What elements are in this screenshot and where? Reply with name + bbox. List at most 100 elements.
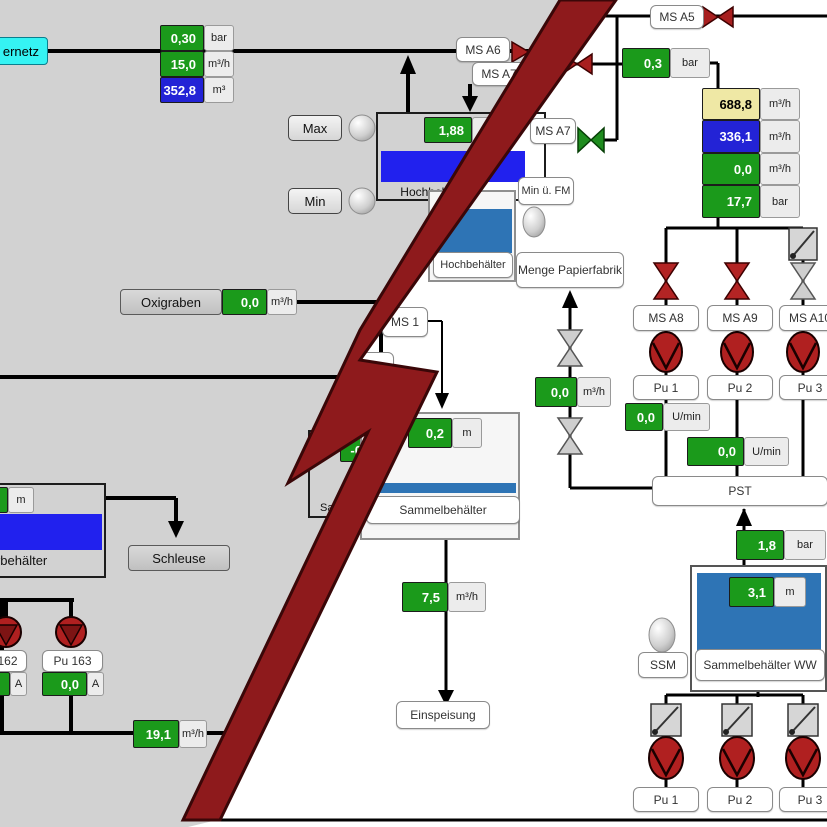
measurement-value: 336,1 bbox=[702, 120, 760, 153]
ww-tank-level-unit: m bbox=[774, 577, 806, 607]
slide-gate-icons[interactable] bbox=[650, 227, 819, 737]
pump-pu2-icon bbox=[720, 331, 754, 373]
ssm-label: SSM bbox=[638, 652, 688, 678]
pump-ww-pu2-icon bbox=[719, 736, 755, 780]
oxigraben-button[interactable]: Oxigraben bbox=[120, 289, 222, 315]
valve-inlet-icon[interactable] bbox=[561, 52, 593, 76]
pump-pu1-label[interactable]: Pu 1 bbox=[633, 375, 699, 400]
valve-ms-a8-label[interactable]: MS A8 bbox=[633, 305, 699, 331]
papierfabrik-button[interactable]: Menge Papierfabrik bbox=[516, 252, 624, 288]
pump-speed-unit: U/min bbox=[744, 437, 789, 466]
pump-ww-pu3-icon bbox=[785, 736, 821, 780]
pump-speed-value: 0,0 bbox=[625, 403, 663, 431]
outflow-value: 19,1 bbox=[133, 720, 179, 748]
pump-pu163-current-unit: A bbox=[87, 672, 104, 696]
feed-flow-unit: m³/h bbox=[204, 51, 234, 77]
sammelbehaelter-white-fill bbox=[364, 483, 516, 493]
down-arrow-icon bbox=[168, 521, 184, 538]
valve-ms-a7-green-icon[interactable] bbox=[577, 126, 605, 154]
valve-ms-a7-label[interactable]: MS A7 bbox=[472, 62, 526, 86]
valve-ms-a10-icon[interactable] bbox=[789, 262, 817, 300]
pump-speed-unit: U/min bbox=[663, 403, 710, 431]
valve-ms-a7-white-label[interactable]: MS A7 bbox=[530, 118, 576, 144]
pump-ww-pu1-icon bbox=[648, 736, 684, 780]
slide-gate-pu3-icon bbox=[787, 703, 819, 737]
ww-tank-level-value: 3,1 bbox=[729, 577, 774, 607]
measurement-unit: m³/h bbox=[760, 153, 800, 185]
feed-flow-value: 15,0 bbox=[160, 51, 204, 77]
min-button[interactable]: Min bbox=[288, 188, 342, 214]
pump-pu163-label[interactable]: Pu 163 bbox=[42, 650, 103, 672]
pump-pu162-icon bbox=[0, 616, 22, 648]
measurement-unit: bar bbox=[760, 185, 800, 218]
schleuse-button[interactable]: Schleuse bbox=[128, 545, 230, 571]
valve-ms-a8-icon[interactable] bbox=[652, 262, 680, 300]
pump-pu162-label[interactable]: Pu 162 bbox=[0, 650, 27, 672]
valve-ms-a9-label[interactable]: MS A9 bbox=[707, 305, 773, 331]
valve-ms-a9-icon[interactable] bbox=[723, 262, 751, 300]
up-arrow-icon bbox=[736, 508, 752, 526]
sammelbehaelter-level-value: 0,2 bbox=[408, 418, 452, 448]
valve-ms-a6-label[interactable]: MS A6 bbox=[456, 37, 510, 62]
pump-ww-pu2-label[interactable]: Pu 2 bbox=[707, 787, 773, 812]
inlet-pressure-unit: bar bbox=[670, 48, 710, 78]
valve-ms-a10-label[interactable]: MS A10 bbox=[779, 305, 827, 331]
min-fm-label: Min ü. FM bbox=[518, 177, 574, 205]
pump-icons-left[interactable] bbox=[0, 616, 87, 648]
feed-volume-value: 352,8 bbox=[160, 77, 204, 103]
hochbehaelter-level-fill bbox=[381, 151, 525, 182]
slide-gate-pu1-icon bbox=[650, 703, 682, 737]
measurement-value: 17,7 bbox=[702, 185, 760, 218]
pump-ww-pu3-label[interactable]: Pu 3 bbox=[779, 787, 827, 812]
pump-pu163-icon bbox=[55, 616, 87, 648]
sammelbehaelter-level-unit: m bbox=[452, 418, 482, 448]
pump-pu1-icon bbox=[649, 331, 683, 373]
slide-gate-a10-icon bbox=[788, 227, 818, 261]
einspeisung-flow-unit: m³/h bbox=[448, 582, 486, 612]
pump-icons-bottom[interactable] bbox=[648, 736, 821, 780]
valve-papierfabrik-lower-icon[interactable] bbox=[556, 417, 584, 455]
up-arrow-icon bbox=[562, 290, 578, 308]
einspeisung-flow-value: 7,5 bbox=[402, 582, 448, 612]
measurement-unit: m³/h bbox=[760, 120, 800, 153]
pump-pu3-icon bbox=[786, 331, 820, 373]
hidden-box bbox=[354, 352, 394, 398]
valve-papierfabrik-upper-icon[interactable] bbox=[556, 329, 584, 367]
oxigraben-flow-unit: m³/h bbox=[267, 289, 297, 315]
valve-ms-a5-icon[interactable] bbox=[702, 5, 734, 29]
feed-pressure-unit: bar bbox=[204, 25, 234, 51]
slide-gate-pu2-icon bbox=[721, 703, 753, 737]
measurement-value: 0,0 bbox=[702, 153, 760, 185]
pump-icons-top[interactable] bbox=[649, 331, 820, 373]
pump-pu3-label[interactable]: Pu 3 bbox=[779, 375, 827, 400]
sammelbehaelter-white-label: Sammelbehälter bbox=[366, 496, 520, 524]
outflow-unit: m³/h bbox=[179, 720, 207, 748]
min-lamp-icon bbox=[348, 187, 376, 215]
pst-pressure-value: 1,8 bbox=[736, 530, 784, 560]
pst-button[interactable]: PST bbox=[652, 476, 827, 506]
feed-pressure-value: 0,30 bbox=[160, 25, 204, 51]
min-fm-lamp-icon bbox=[522, 206, 546, 238]
pump-pu162-current-value bbox=[0, 672, 10, 696]
sauberwasser-level-fill bbox=[0, 514, 102, 550]
pump-ww-pu1-label[interactable]: Pu 1 bbox=[633, 787, 699, 812]
pump-pu163-current-value: 0,0 bbox=[42, 672, 87, 696]
hochbehaelter-white-label: Hochbehälter bbox=[433, 252, 513, 278]
papierfabrik-flow-unit: m³/h bbox=[577, 377, 611, 407]
network-nav-button[interactable]: ernetz bbox=[0, 37, 48, 65]
measurement-unit: m³/h bbox=[760, 88, 800, 120]
pump-pu2-label[interactable]: Pu 2 bbox=[707, 375, 773, 400]
ms1-label[interactable]: MS 1 bbox=[382, 307, 428, 337]
pump-speed-value: 0,0 bbox=[687, 437, 744, 466]
pst-pressure-unit: bar bbox=[784, 530, 826, 560]
inlet-pressure-value: 0,3 bbox=[622, 48, 670, 78]
valve-ms-a5-label[interactable]: MS A5 bbox=[650, 5, 704, 29]
einspeisung-button[interactable]: Einspeisung bbox=[396, 701, 490, 729]
papierfabrik-flow-value: 0,0 bbox=[535, 377, 577, 407]
oxigraben-flow-value: 0,0 bbox=[222, 289, 267, 315]
sauberwasser-tank bbox=[0, 483, 106, 578]
sauberwasser-label: erbehälter bbox=[0, 552, 48, 568]
hochbehaelter-white-fill bbox=[432, 209, 512, 253]
max-button[interactable]: Max bbox=[288, 115, 342, 141]
